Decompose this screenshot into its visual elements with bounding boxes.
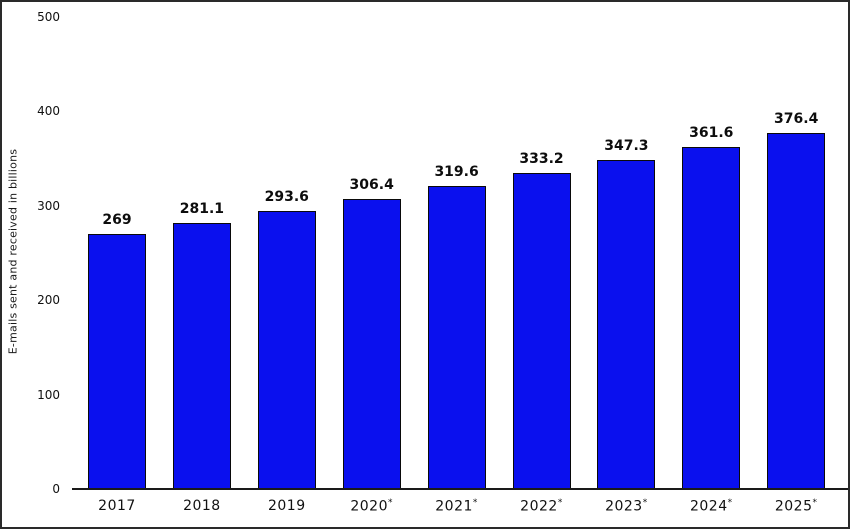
bar-value-label: 306.4 bbox=[349, 176, 394, 193]
bar-2020 bbox=[342, 198, 401, 488]
x-tick-label: 2021* bbox=[435, 498, 478, 515]
x-tick-label: 2019 bbox=[267, 498, 306, 514]
x-tick-label: 2023* bbox=[605, 498, 648, 515]
bar-2023 bbox=[597, 160, 656, 488]
y-tick-label: 0 bbox=[52, 482, 60, 496]
bar-value-label: 281.1 bbox=[179, 200, 225, 217]
y-tick-label: 100 bbox=[37, 387, 60, 402]
y-tick-label: 400 bbox=[37, 104, 60, 119]
bar-2022 bbox=[512, 173, 571, 488]
bar-value-label: 361.6 bbox=[689, 124, 734, 141]
x-tick-label: 2017 bbox=[98, 498, 136, 514]
bar-value-label: 269 bbox=[102, 212, 132, 229]
x-tick-label: 2018 bbox=[183, 498, 221, 514]
bar-2024 bbox=[682, 146, 741, 488]
bar-value-label: 347.3 bbox=[604, 138, 649, 155]
x-tick-label: 2024* bbox=[689, 498, 733, 515]
y-tick-label: 300 bbox=[37, 198, 60, 213]
bar-value-label: 319.6 bbox=[434, 164, 479, 181]
bar-2021 bbox=[427, 186, 486, 488]
bar-2025 bbox=[767, 132, 826, 488]
x-axis-line bbox=[72, 488, 848, 490]
y-tick-label: 500 bbox=[37, 10, 60, 24]
y-tick-label: 200 bbox=[37, 293, 60, 308]
bar-value-label: 293.6 bbox=[264, 188, 309, 205]
bar-value-label: 376.4 bbox=[774, 110, 819, 127]
x-tick-label: 2020* bbox=[350, 498, 393, 515]
x-tick-label: 2025* bbox=[774, 498, 818, 515]
bar-2018 bbox=[172, 222, 231, 488]
y-axis-title: E-mails sent and received in billions bbox=[6, 148, 20, 355]
x-tick-label: 2022* bbox=[520, 498, 563, 515]
bar-2017 bbox=[88, 234, 146, 488]
bar-value-label: 333.2 bbox=[519, 151, 564, 168]
bar-2019 bbox=[257, 210, 316, 488]
